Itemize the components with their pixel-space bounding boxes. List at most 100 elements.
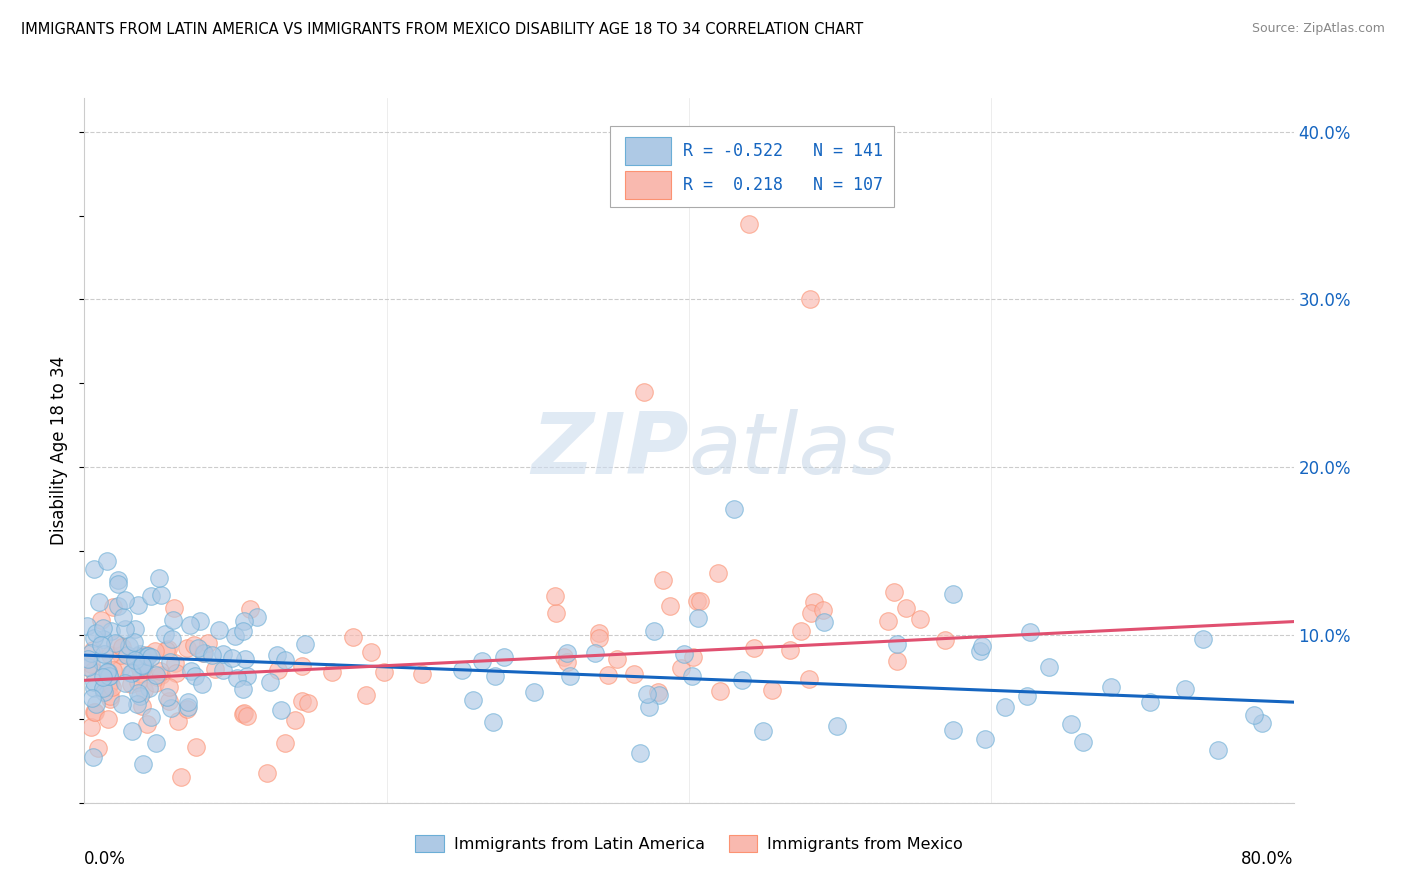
Point bbox=[115, 648, 138, 663]
Point bbox=[942, 586, 965, 600]
Point bbox=[176, 702, 198, 716]
Point bbox=[232, 706, 254, 721]
Point bbox=[111, 698, 134, 712]
Point bbox=[96, 553, 118, 567]
Point bbox=[83, 705, 105, 719]
Point bbox=[122, 635, 145, 649]
Point bbox=[1015, 690, 1038, 704]
Point bbox=[117, 639, 139, 653]
Point bbox=[155, 643, 177, 657]
Point bbox=[167, 714, 190, 728]
Point bbox=[297, 696, 319, 710]
Point bbox=[226, 671, 249, 685]
Point bbox=[104, 636, 127, 650]
Point bbox=[97, 669, 120, 683]
Point bbox=[82, 665, 104, 679]
Point bbox=[97, 680, 120, 694]
Point bbox=[233, 706, 256, 720]
Point bbox=[208, 624, 231, 638]
Point bbox=[373, 665, 395, 680]
Point bbox=[224, 629, 246, 643]
Point bbox=[825, 719, 848, 733]
Point bbox=[659, 599, 682, 614]
Point bbox=[886, 637, 908, 651]
Point bbox=[145, 668, 167, 682]
Point bbox=[1192, 632, 1215, 646]
Point bbox=[233, 652, 256, 666]
Point bbox=[669, 661, 692, 675]
Point bbox=[877, 615, 900, 629]
Point bbox=[84, 705, 107, 719]
Point bbox=[256, 765, 278, 780]
Point bbox=[165, 665, 187, 680]
Point bbox=[482, 714, 505, 729]
Point bbox=[98, 675, 121, 690]
Point bbox=[97, 665, 120, 680]
Point bbox=[803, 595, 825, 609]
Point bbox=[127, 686, 149, 700]
Point bbox=[84, 697, 107, 711]
Point bbox=[360, 645, 382, 659]
Point bbox=[233, 614, 256, 628]
Point bbox=[149, 664, 172, 678]
Point bbox=[157, 681, 180, 695]
Point bbox=[136, 648, 159, 663]
Point bbox=[970, 639, 993, 653]
Point bbox=[647, 688, 669, 702]
Point bbox=[633, 384, 655, 399]
Point bbox=[100, 692, 122, 706]
Point bbox=[139, 649, 162, 664]
Point bbox=[190, 614, 212, 628]
Point bbox=[451, 664, 474, 678]
Point bbox=[908, 612, 931, 626]
Point bbox=[177, 699, 200, 714]
Point bbox=[1139, 695, 1161, 709]
Point bbox=[107, 573, 129, 587]
Point bbox=[131, 698, 153, 713]
Point bbox=[82, 643, 104, 657]
Point bbox=[114, 676, 136, 690]
Point bbox=[588, 631, 610, 645]
Point bbox=[751, 724, 773, 739]
Point bbox=[180, 665, 202, 679]
Point bbox=[77, 660, 100, 674]
Point bbox=[107, 577, 129, 591]
Point bbox=[1206, 743, 1229, 757]
Point bbox=[555, 656, 578, 670]
Point bbox=[274, 653, 297, 667]
Point bbox=[176, 640, 198, 655]
Point bbox=[187, 640, 209, 655]
Point bbox=[553, 650, 575, 665]
Point bbox=[86, 625, 108, 640]
Point bbox=[894, 600, 917, 615]
Point bbox=[162, 632, 184, 647]
Point bbox=[143, 644, 166, 658]
Point bbox=[236, 708, 259, 723]
Point bbox=[146, 670, 169, 684]
Point bbox=[738, 217, 761, 231]
Point bbox=[342, 631, 364, 645]
Point bbox=[707, 566, 730, 581]
Point bbox=[150, 588, 173, 602]
Point bbox=[90, 613, 112, 627]
Point bbox=[682, 650, 704, 665]
Point bbox=[93, 685, 115, 699]
Point bbox=[131, 657, 153, 671]
Point bbox=[135, 648, 157, 663]
Point bbox=[236, 669, 259, 683]
Point bbox=[98, 648, 121, 663]
Point bbox=[555, 646, 578, 660]
Point bbox=[125, 697, 148, 711]
Point bbox=[266, 648, 288, 662]
Point bbox=[883, 585, 905, 599]
Point bbox=[647, 685, 669, 699]
Point bbox=[723, 502, 745, 516]
Point bbox=[138, 681, 160, 695]
Point bbox=[80, 691, 103, 706]
Point bbox=[606, 652, 628, 666]
Point bbox=[294, 637, 316, 651]
Point bbox=[596, 667, 619, 681]
Point bbox=[761, 682, 783, 697]
Point bbox=[183, 638, 205, 652]
Point bbox=[97, 665, 120, 680]
